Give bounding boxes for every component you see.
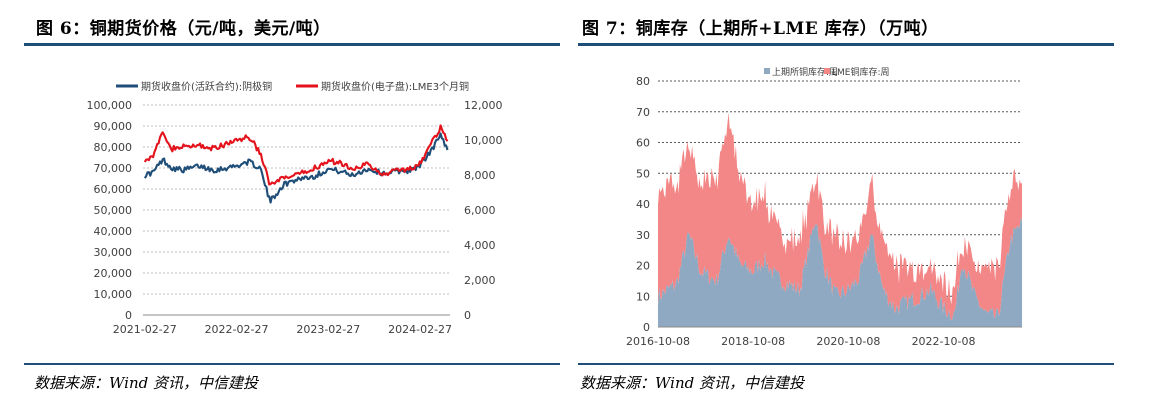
source-rule xyxy=(24,363,560,365)
y-left-tick-label: 100,000 xyxy=(87,99,133,112)
chart-title: 图 7：铜库存（上期所+LME 库存）（万吨） xyxy=(582,19,939,39)
y-tick-label: 60 xyxy=(636,137,650,150)
legend-swatch xyxy=(824,68,830,74)
y-right-tick-label: 4,000 xyxy=(464,239,496,252)
series-area-lme xyxy=(658,112,1022,321)
source-note: 数据来源：Wind 资讯，中信建投 xyxy=(34,374,258,392)
legend-label: 期货收盘价(电子盘):LME3个月铜 xyxy=(321,80,469,93)
x-tick-label: 2016-10-08 xyxy=(626,335,690,348)
x-tick-label: 2022-02-27 xyxy=(205,323,269,336)
copper-inventory-panel: 图 7：铜库存（上期所+LME 库存）（万吨） 0 10 20 30 40 50 60 70 8… xyxy=(578,0,1162,403)
y-right-tick-label: 8,000 xyxy=(464,169,496,182)
y-tick-label: 20 xyxy=(636,260,650,273)
series-line-2 xyxy=(143,124,449,186)
legend-label: 上期所铜库存:周 xyxy=(772,66,838,78)
y-left-tick-label: 20,000 xyxy=(94,267,133,280)
y-right-tick-label: 10,000 xyxy=(464,134,503,147)
legend-label: 期货收盘价(活跃合约):阴极铜 xyxy=(141,80,272,93)
x-tick-label: 2021-02-27 xyxy=(113,323,177,336)
series-area-shfe xyxy=(658,217,1022,327)
source-note: 数据来源：Wind 资讯，中信建投 xyxy=(580,374,804,392)
copper-inventory-chart: 0 10 20 30 40 50 60 70 80 2016-10-08 2018-10-08 202… xyxy=(626,66,1022,348)
legend-swatch xyxy=(764,68,770,74)
x-tick-label: 2023-02-27 xyxy=(296,323,360,336)
y-left-tick-label: 60,000 xyxy=(94,183,133,196)
y-right-tick-label: 6,000 xyxy=(464,204,496,217)
y-right-tick-label: 12,000 xyxy=(464,99,503,112)
series-line-1 xyxy=(143,132,449,204)
x-tick-label: 2020-10-08 xyxy=(816,335,880,348)
source-rule xyxy=(578,363,1114,365)
y-left-tick-label: 30,000 xyxy=(94,246,133,259)
y-left-tick-label: 10,000 xyxy=(94,288,133,301)
y-tick-label: 40 xyxy=(636,198,650,211)
title-rule xyxy=(24,43,560,46)
legend-label: LME铜库存:周 xyxy=(832,66,890,78)
x-tick-label: 2018-10-08 xyxy=(721,335,785,348)
x-tick-label: 2024-02-27 xyxy=(388,323,452,336)
y-right-tick-label: 2,000 xyxy=(464,274,496,287)
y-tick-label: 50 xyxy=(636,167,650,180)
y-left-tick-label: 0 xyxy=(125,309,132,322)
y-left-tick-label: 50,000 xyxy=(94,204,133,217)
y-tick-label: 30 xyxy=(636,229,650,242)
y-tick-label: 80 xyxy=(636,75,650,88)
chart-title: 图 6：铜期货价格（元/吨，美元/吨） xyxy=(36,19,331,39)
y-tick-label: 0 xyxy=(643,321,650,334)
y-left-tick-label: 40,000 xyxy=(94,225,133,238)
y-left-tick-label: 70,000 xyxy=(94,162,133,175)
copper-price-panel: 图 6：铜期货价格（元/吨，美元/吨） 0 10,000 20,000 30,000 4… xyxy=(0,0,560,403)
y-right-tick-label: 0 xyxy=(464,309,471,322)
y-left-tick-label: 80,000 xyxy=(94,141,133,154)
copper-price-chart: 0 10,000 20,000 30,000 40,000 50,000 60,000 70,… xyxy=(87,80,503,336)
y-left-tick-label: 90,000 xyxy=(94,120,133,133)
y-tick-label: 70 xyxy=(636,106,650,119)
title-rule xyxy=(578,43,1114,46)
x-tick-label: 2022-10-08 xyxy=(912,335,976,348)
y-tick-label: 10 xyxy=(636,290,650,303)
